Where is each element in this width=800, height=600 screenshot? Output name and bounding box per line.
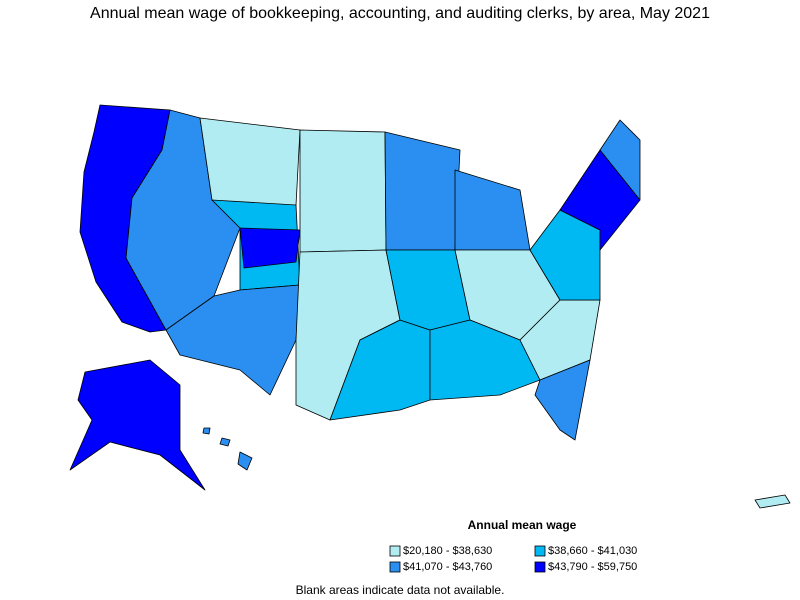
- region: [384, 131, 461, 251]
- region: [199, 117, 301, 213]
- legend: $20,180 - $38,630 $38,660 - $41,030 $41,07…: [389, 545, 637, 573]
- footnote: Blank areas indicate data not available.: [296, 583, 505, 597]
- legend-label: $41,070 - $43,760: [403, 561, 492, 573]
- region: [754, 494, 791, 509]
- legend-swatch: [534, 561, 546, 573]
- legend-swatch: [389, 545, 401, 557]
- region: [519, 299, 601, 381]
- region: [529, 209, 601, 301]
- region: [237, 451, 253, 471]
- map: [69, 104, 791, 509]
- map-title: Annual mean wage of bookkeeping, account…: [90, 5, 710, 22]
- region: [299, 129, 387, 253]
- region: [454, 169, 531, 251]
- legend-title: Annual mean wage: [468, 518, 577, 532]
- region: [599, 119, 641, 201]
- region: [239, 227, 301, 269]
- legend-label: $38,660 - $41,030: [548, 545, 637, 557]
- region: [534, 359, 591, 441]
- region: [202, 427, 211, 435]
- region: [165, 284, 301, 396]
- legend-label: $20,180 - $38,630: [403, 545, 492, 557]
- legend-label: $43,790 - $59,750: [548, 561, 637, 573]
- region: [219, 437, 231, 447]
- legend-swatch: [389, 561, 401, 573]
- region: [69, 359, 206, 491]
- legend-swatch: [534, 545, 546, 557]
